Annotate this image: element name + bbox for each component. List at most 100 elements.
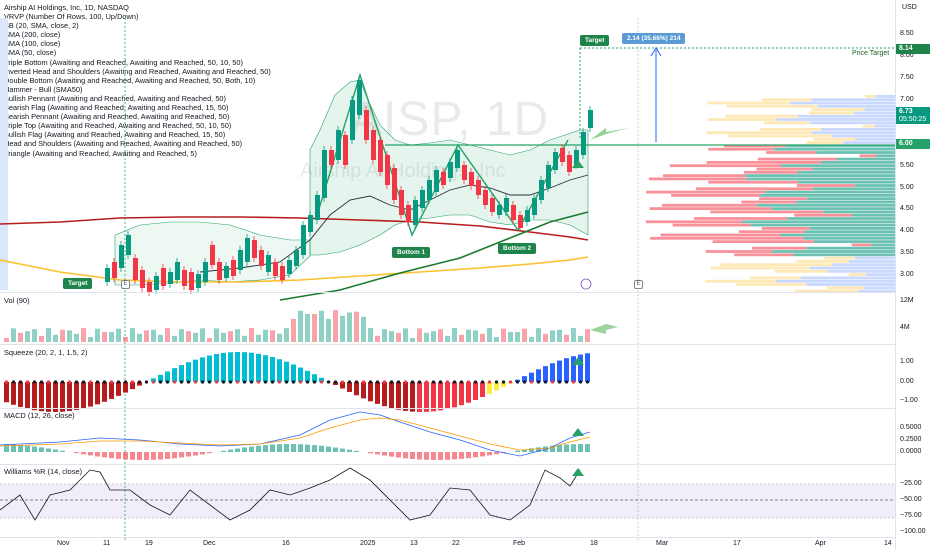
indicator-item[interactable]: Head and Shoulders (Awaiting and Reached… xyxy=(4,139,243,149)
macd-bar xyxy=(473,452,478,458)
volume-profile-row-down xyxy=(813,137,856,141)
candle-body xyxy=(266,255,271,272)
indicator-item[interactable]: SMA (50, close) xyxy=(4,48,57,58)
indicator-item[interactable]: Triple Bottom (Awaiting and Reached, Awa… xyxy=(4,57,243,67)
currency-label[interactable]: USD xyxy=(902,4,917,11)
macd-bar xyxy=(74,452,79,454)
candle-body xyxy=(420,190,425,208)
squeeze-dot xyxy=(522,380,527,384)
volume-bar xyxy=(473,330,478,342)
candle-body xyxy=(133,258,138,280)
time-label: 19 xyxy=(145,540,153,547)
candle-body xyxy=(308,215,313,232)
volume-title[interactable]: Vol (90) xyxy=(4,296,30,305)
squeeze-bar xyxy=(123,382,128,393)
pane-separator-volume[interactable] xyxy=(0,292,895,293)
macd-bar xyxy=(158,452,163,460)
volume-profile-row-up xyxy=(800,276,895,280)
indicator-item[interactable]: Hammer - Bull (SMA50) xyxy=(4,84,83,94)
volume-profile-row-down xyxy=(796,260,849,263)
volume-bar xyxy=(417,328,422,342)
squeeze-dot xyxy=(403,380,408,384)
price-tick: 4.00 xyxy=(900,227,914,234)
macd-bar xyxy=(438,452,443,460)
volume-bar xyxy=(466,329,471,342)
target-left-callout[interactable]: Target xyxy=(63,278,93,289)
symbol-title[interactable]: Airship AI Holdings, Inc, 1D, NASDAQ xyxy=(4,3,129,12)
squeeze-dot xyxy=(137,380,142,384)
volume-profile-row-down xyxy=(808,111,855,115)
volume-bar xyxy=(221,332,226,342)
indicator-item[interactable]: Double Bottom (Awaiting and Reached, Awa… xyxy=(4,75,256,85)
indicator-item[interactable]: Triple Top (Awaiting and Reached, Awaiti… xyxy=(4,121,232,131)
macd-bar xyxy=(445,452,450,460)
candle-body xyxy=(336,130,341,160)
volume-profile-row-up xyxy=(804,230,895,234)
candle-body xyxy=(427,180,432,200)
macd-bar xyxy=(102,452,107,458)
volume-bar xyxy=(536,328,541,342)
volume-bar xyxy=(347,312,352,342)
squeeze-dot xyxy=(361,380,366,384)
indicator-item[interactable]: BB (20, SMA, close, 2) xyxy=(4,21,79,31)
macd-title[interactable]: MACD (12, 26, close) xyxy=(4,411,75,420)
indicator-item[interactable]: Bearish Pennant (Awaiting and Reached, A… xyxy=(4,112,230,122)
volume-bar xyxy=(88,336,93,342)
bottom1-callout[interactable]: Bottom 1 xyxy=(392,247,431,258)
volume-bar xyxy=(333,310,338,342)
williams-tick-50: −50.00 xyxy=(900,496,922,503)
candle-body xyxy=(574,150,579,165)
target-callout[interactable]: Target xyxy=(580,35,610,46)
price-tick: 7.00 xyxy=(900,96,914,103)
pane-separator-williams[interactable] xyxy=(0,464,895,465)
macd-up-arrow xyxy=(572,428,584,436)
price-axis[interactable] xyxy=(895,0,932,550)
pane-separator-squeeze[interactable] xyxy=(0,344,895,345)
volume-bar xyxy=(508,331,513,342)
squeeze-bar xyxy=(193,359,198,382)
squeeze-bar xyxy=(102,382,107,402)
volume-profile-row-down xyxy=(862,124,875,128)
indicator-item[interactable]: SMA (100, close) xyxy=(4,39,61,49)
price-tick: 5.50 xyxy=(900,162,914,169)
macd-bar xyxy=(578,444,583,452)
squeeze-dot xyxy=(417,380,422,384)
volume-bar xyxy=(529,336,534,342)
earnings-marker-1[interactable]: E xyxy=(121,280,130,289)
candle-body xyxy=(259,250,264,266)
volume-profile-row-down xyxy=(761,98,812,102)
volume-bar xyxy=(60,329,65,342)
squeeze-tick-0: 0.00 xyxy=(900,378,914,385)
volume-bar xyxy=(165,328,170,342)
earnings-marker-2[interactable]: E xyxy=(634,280,643,289)
volume-profile-row-up xyxy=(874,124,895,128)
volume-bar xyxy=(410,337,415,342)
macd-bar xyxy=(256,445,261,452)
volume-bar xyxy=(53,334,58,342)
volume-profile-row-up xyxy=(813,187,895,191)
squeeze-dot xyxy=(515,380,520,384)
squeeze-title[interactable]: Squeeze (20, 2, 1, 1.5, 2) xyxy=(4,348,88,357)
squeeze-dot xyxy=(438,380,443,384)
indicator-item[interactable]: VRVP (Number Of Rows, 100, Up/Down) xyxy=(4,12,139,22)
pane-separator-macd[interactable] xyxy=(0,408,895,409)
volume-profile-row-down xyxy=(766,151,817,154)
volume-profile-row-up xyxy=(855,137,895,141)
indicator-item[interactable]: Triangle (Awaiting and Reached, Awaiting… xyxy=(4,148,197,158)
price-chart[interactable] xyxy=(0,0,895,550)
squeeze-bar xyxy=(361,382,366,399)
williams-title[interactable]: Williams %R (14, close) xyxy=(4,467,83,476)
indicator-item[interactable]: Inverted Head and Shoulders (Awaiting an… xyxy=(4,66,271,76)
measure-callout[interactable]: 2.14 (35.66%) 214 xyxy=(622,33,686,44)
volume-bar xyxy=(95,328,100,342)
indicator-item[interactable]: Bullish Pennant (Awaiting and Reached, A… xyxy=(4,93,227,103)
squeeze-dot xyxy=(585,380,590,384)
indicator-item[interactable]: Bearish Flag (Awaiting and Reached, Awai… xyxy=(4,103,229,113)
volume-bar xyxy=(319,310,324,342)
volume-profile-row-down xyxy=(726,104,818,108)
bottom2-callout[interactable]: Bottom 2 xyxy=(498,243,537,254)
squeeze-dot xyxy=(529,380,534,384)
indicator-item[interactable]: SMA (200, close) xyxy=(4,30,61,40)
indicator-item[interactable]: Bullish Flag (Awaiting and Reached, Awai… xyxy=(4,130,226,140)
